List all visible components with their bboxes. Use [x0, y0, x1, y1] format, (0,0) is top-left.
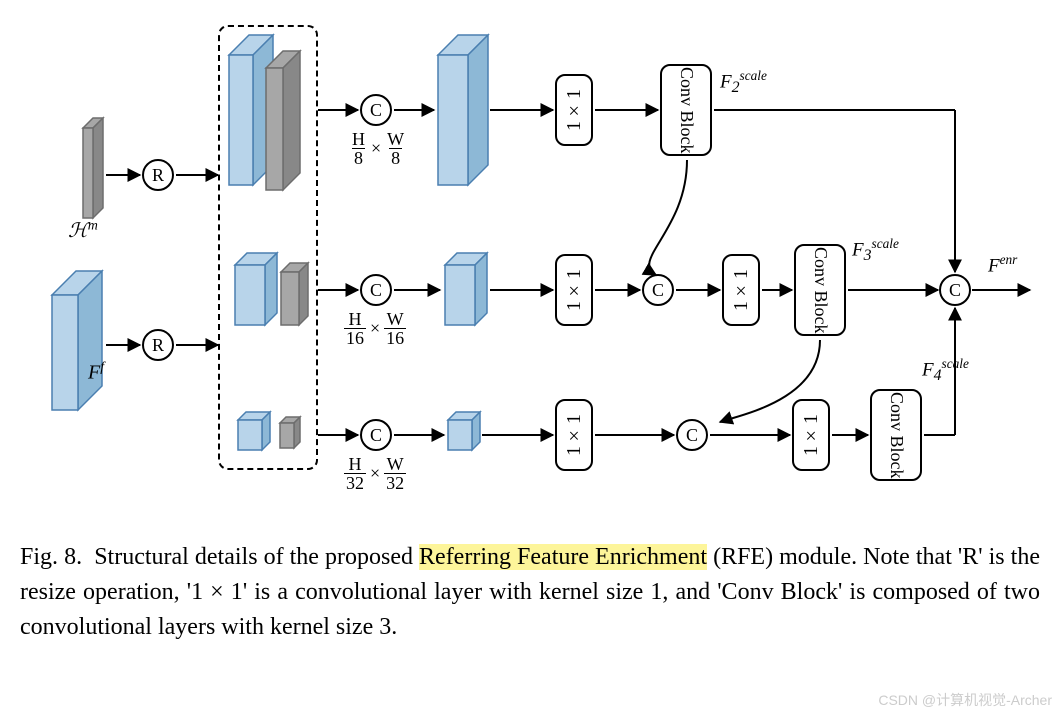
fig-number: Fig. 8.: [20, 544, 82, 570]
conv1x1-r1: 1×1: [555, 74, 593, 146]
concat-c2: C: [642, 274, 674, 306]
concat-final: C: [939, 274, 971, 306]
concat-c3: C: [676, 419, 708, 451]
caption: Fig. 8. Structural details of the propos…: [20, 540, 1040, 644]
rfe-diagram: R R C C C 1×1 1×1 1×1 Conv Block C 1×1 C…: [20, 20, 1042, 510]
label-F2scale: F2scale: [720, 68, 767, 97]
label-Fenr: Fenr: [988, 252, 1017, 277]
concat-c-bot: C: [360, 419, 392, 451]
slab-Ff: [52, 271, 102, 410]
slab-post-mid: [445, 253, 487, 325]
watermark: CSDN @计算机视觉-Archer: [878, 690, 1052, 710]
resize-op-2: R: [142, 329, 174, 361]
dim-8: H8 × W8: [350, 130, 406, 167]
slab-Hm: [83, 118, 103, 218]
label-Hm: ℋm: [68, 218, 98, 243]
dim-16: H16 × W16: [344, 310, 406, 347]
conv1x1-r2b: 1×1: [722, 254, 760, 326]
label-F3scale: F3scale: [852, 236, 899, 265]
dim-32: H32 × W32: [344, 455, 406, 492]
conv1x1-r3: 1×1: [555, 399, 593, 471]
resize-op-1: R: [142, 159, 174, 191]
concat-c-top: C: [360, 94, 392, 126]
concat-c-mid: C: [360, 274, 392, 306]
highlight-term: Referring Feature Enrichment: [419, 544, 707, 570]
conv1x1-r3b: 1×1: [792, 399, 830, 471]
convblock-r1: Conv Block: [660, 64, 712, 156]
conv1x1-r2: 1×1: [555, 254, 593, 326]
convblock-r3: Conv Block: [870, 389, 922, 481]
multiscale-group: [218, 25, 318, 470]
label-Ff: Ff: [88, 360, 104, 385]
slab-post-bot: [448, 412, 480, 450]
label-F4scale: F4scale: [922, 356, 969, 385]
slab-post-top: [438, 35, 488, 185]
convblock-r2: Conv Block: [794, 244, 846, 336]
